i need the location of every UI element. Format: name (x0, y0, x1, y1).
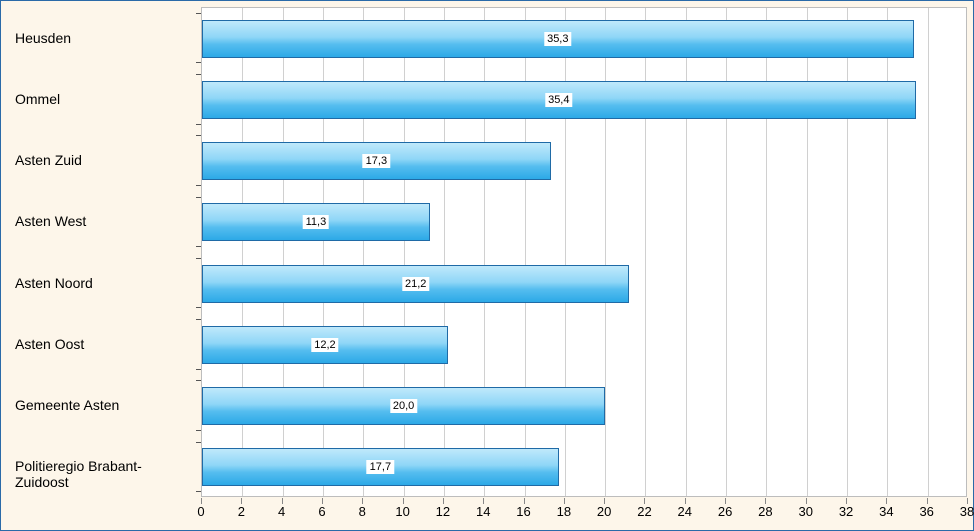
category-tick (196, 197, 201, 198)
plot-area: 35,3 35,4 17,3 11,3 21,2 12,2 20,0 17,7 (201, 7, 967, 497)
x-tick-label: 0 (197, 504, 204, 519)
bar-value-label: 35,4 (545, 93, 572, 107)
category-tick (196, 135, 201, 136)
bar-value-label: 11,3 (303, 215, 330, 229)
x-tick-label: 8 (359, 504, 366, 519)
bar-chart: 35,335,417,311,321,212,220,017,7 0246810… (0, 0, 974, 531)
x-tick-label: 28 (758, 504, 772, 519)
x-tick-label: 14 (476, 504, 490, 519)
category-tick (196, 246, 201, 247)
x-tick-label: 36 (919, 504, 933, 519)
x-tick-label: 32 (839, 504, 853, 519)
x-tick-label: 26 (718, 504, 732, 519)
category-label: Asten Oost (1, 336, 191, 352)
category-tick (196, 319, 201, 320)
category-tick (196, 491, 201, 492)
bar-value-label: 17,7 (367, 460, 394, 474)
category-tick (196, 258, 201, 259)
category-label: Asten Zuid (1, 152, 191, 168)
x-tick-label: 22 (637, 504, 651, 519)
category-tick (196, 442, 201, 443)
x-tick-label: 30 (799, 504, 813, 519)
x-tick-label: 2 (238, 504, 245, 519)
category-label: Asten Noord (1, 275, 191, 291)
bar-value-label: 17,3 (363, 154, 390, 168)
x-tick-label: 20 (597, 504, 611, 519)
category-tick (196, 185, 201, 186)
category-tick (196, 74, 201, 75)
category-label: Gemeente Asten (1, 397, 191, 413)
category-tick (196, 369, 201, 370)
x-tick-label: 10 (395, 504, 409, 519)
category-label: Ommel (1, 91, 191, 107)
x-tick-label: 24 (678, 504, 692, 519)
x-tick-label: 16 (516, 504, 530, 519)
bar-value-label: 21,2 (402, 277, 429, 291)
category-tick (196, 13, 201, 14)
category-tick (196, 307, 201, 308)
category-label: Heusden (1, 30, 191, 46)
x-tick-label: 38 (960, 504, 974, 519)
category-tick (196, 124, 201, 125)
category-tick (196, 380, 201, 381)
x-tick-label: 6 (318, 504, 325, 519)
bar-value-label: 12,2 (311, 338, 338, 352)
category-label: Asten West (1, 213, 191, 229)
x-tick-label: 18 (557, 504, 571, 519)
x-tick-label: 12 (436, 504, 450, 519)
bar-value-label: 20,0 (390, 399, 417, 413)
category-label: Politieregio Brabant-Zuidoost (1, 458, 191, 490)
category-tick (196, 62, 201, 63)
x-tick-label: 34 (879, 504, 893, 519)
bar-value-label: 35,3 (544, 32, 571, 46)
x-gridline (928, 8, 929, 496)
x-tick-label: 4 (278, 504, 285, 519)
category-tick (196, 430, 201, 431)
